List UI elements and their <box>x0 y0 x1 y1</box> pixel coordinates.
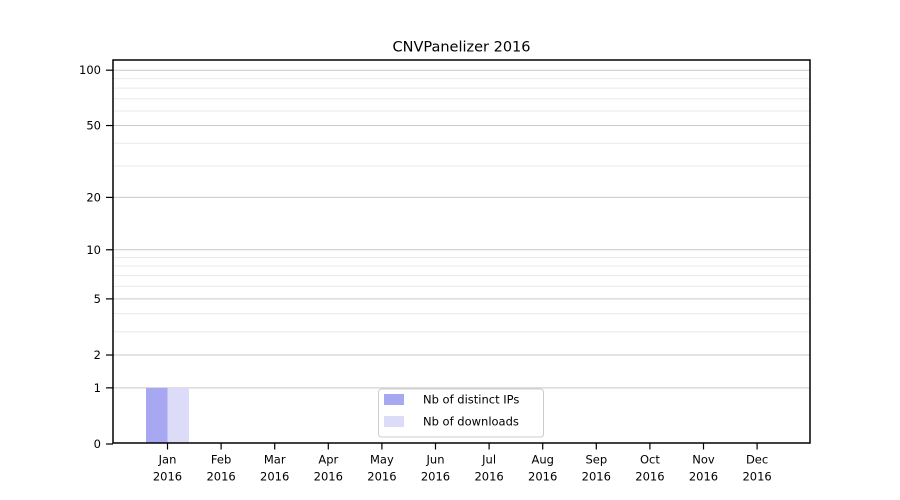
y-tick-label: 20 <box>86 190 101 204</box>
y-tick-label: 50 <box>86 119 101 133</box>
x-tick-label-year: 2016 <box>153 470 182 484</box>
gridlines-minor <box>113 78 810 333</box>
x-tick-label-year: 2016 <box>421 470 450 484</box>
legend-box <box>378 388 544 438</box>
x-tick-label-year: 2016 <box>742 470 771 484</box>
y-tick-label: 1 <box>94 381 101 395</box>
x-tick-label-year: 2016 <box>689 470 718 484</box>
legend-label-downloads: Nb of downloads <box>423 415 519 429</box>
legend-label-distinct-ips: Nb of distinct IPs <box>423 393 519 407</box>
y-tick-label: 5 <box>94 292 101 306</box>
chart-title: CNVPanelizer 2016 <box>392 40 530 56</box>
bars <box>146 387 189 443</box>
x-tick-label-month: May <box>370 453 394 467</box>
x-tick-label-month: Apr <box>318 453 338 467</box>
plot-border <box>112 59 811 444</box>
y-tick-label: 2 <box>94 348 101 362</box>
x-tick-label-month: Dec <box>746 453 768 467</box>
x-tick-label-year: 2016 <box>260 470 289 484</box>
x-tick-label-year: 2016 <box>314 470 343 484</box>
x-tick-label-year: 2016 <box>582 470 611 484</box>
x-tick-label-year: 2016 <box>635 470 664 484</box>
x-tick-label-month: Jan <box>158 453 177 467</box>
bar-jan-downloads <box>167 387 189 443</box>
y-tick-label: 0 <box>94 437 101 451</box>
bar-jan-distinct-ips <box>146 387 168 443</box>
x-tick-label-year: 2016 <box>367 470 396 484</box>
x-tick-label-month: Mar <box>264 453 286 467</box>
x-axis-labels: Jan 2016 Feb 2016 Mar 2016 Apr 2016 May 2016 Jun 20… <box>153 453 772 484</box>
y-tick-label: 100 <box>79 63 101 77</box>
y-axis-labels: 0 1 2 5 10 20 50 100 <box>79 63 101 451</box>
gridlines-major <box>113 69 810 389</box>
x-tick-label-year: 2016 <box>206 470 235 484</box>
x-tick-label-month: Aug <box>531 453 553 467</box>
legend: Nb of distinct IPs Nb of downloads <box>378 388 544 438</box>
x-tick-label-month: Jun <box>426 453 445 467</box>
x-tick-label-month: Feb <box>211 453 231 467</box>
x-tick-label-month: Sep <box>585 453 607 467</box>
x-tick-label-month: Nov <box>692 453 715 467</box>
x-tick-label-year: 2016 <box>474 470 503 484</box>
x-tick-label-month: Oct <box>640 453 660 467</box>
x-tick-label-month: Jul <box>481 453 496 467</box>
legend-swatch-downloads <box>384 416 404 427</box>
axis-tick-marks <box>106 69 758 450</box>
x-tick-label-year: 2016 <box>528 470 557 484</box>
legend-swatch-distinct-ips <box>384 394 404 405</box>
y-tick-label: 10 <box>86 243 101 257</box>
